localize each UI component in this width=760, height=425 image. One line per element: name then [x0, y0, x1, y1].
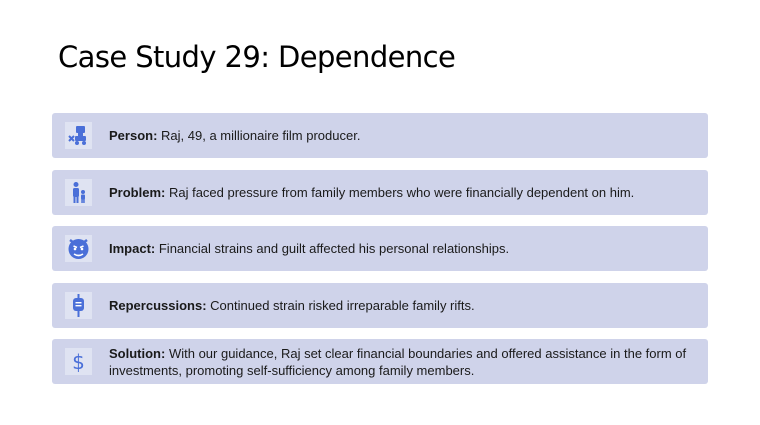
- angry-face-icon: [65, 235, 92, 262]
- case-row-problem: Problem: Raj faced pressure from family …: [52, 169, 708, 215]
- row-label: Repercussions:: [109, 297, 207, 313]
- case-row-impact: Impact: Financial strains and guilt affe…: [52, 226, 708, 271]
- row-description: Raj, 49, a millionaire film producer.: [161, 128, 361, 143]
- svg-text:$: $: [72, 350, 85, 374]
- row-label: Person:: [109, 128, 158, 143]
- case-row-person: Person: Raj, 49, a millionaire film prod…: [52, 113, 708, 158]
- row-description: Continued strain risked irreparable fami…: [210, 297, 475, 313]
- case-row-text: Impact: Financial strains and guilt affe…: [109, 226, 690, 271]
- slide-title: Case Study 29: Dependence: [58, 40, 456, 74]
- case-row-text: Solution: With our guidance, Raj set cle…: [109, 339, 690, 384]
- row-description: Financial strains and guilt affected his…: [158, 241, 510, 256]
- row-label: Problem:: [109, 184, 166, 200]
- iv-bag-icon: [65, 291, 92, 319]
- case-list: Person: Raj, 49, a millionaire film prod…: [52, 113, 708, 396]
- row-label: Solution:: [109, 345, 166, 361]
- case-row-text: Person: Raj, 49, a millionaire film prod…: [109, 113, 690, 158]
- row-label: Impact:: [109, 241, 156, 256]
- case-row-solution: $ Solution: With our guidance, Raj set c…: [52, 339, 708, 384]
- film-producer-icon: [65, 122, 92, 149]
- dollar-sign-icon: $: [65, 348, 92, 375]
- parent-child-icon: [65, 178, 92, 206]
- row-description: With our guidance, Raj set clear financi…: [109, 345, 687, 378]
- case-row-text: Repercussions: Continued strain risked i…: [109, 283, 690, 328]
- case-row-repercussions: Repercussions: Continued strain risked i…: [52, 282, 708, 328]
- case-row-text: Problem: Raj faced pressure from family …: [109, 170, 690, 215]
- row-description: Raj faced pressure from family members w…: [168, 184, 635, 200]
